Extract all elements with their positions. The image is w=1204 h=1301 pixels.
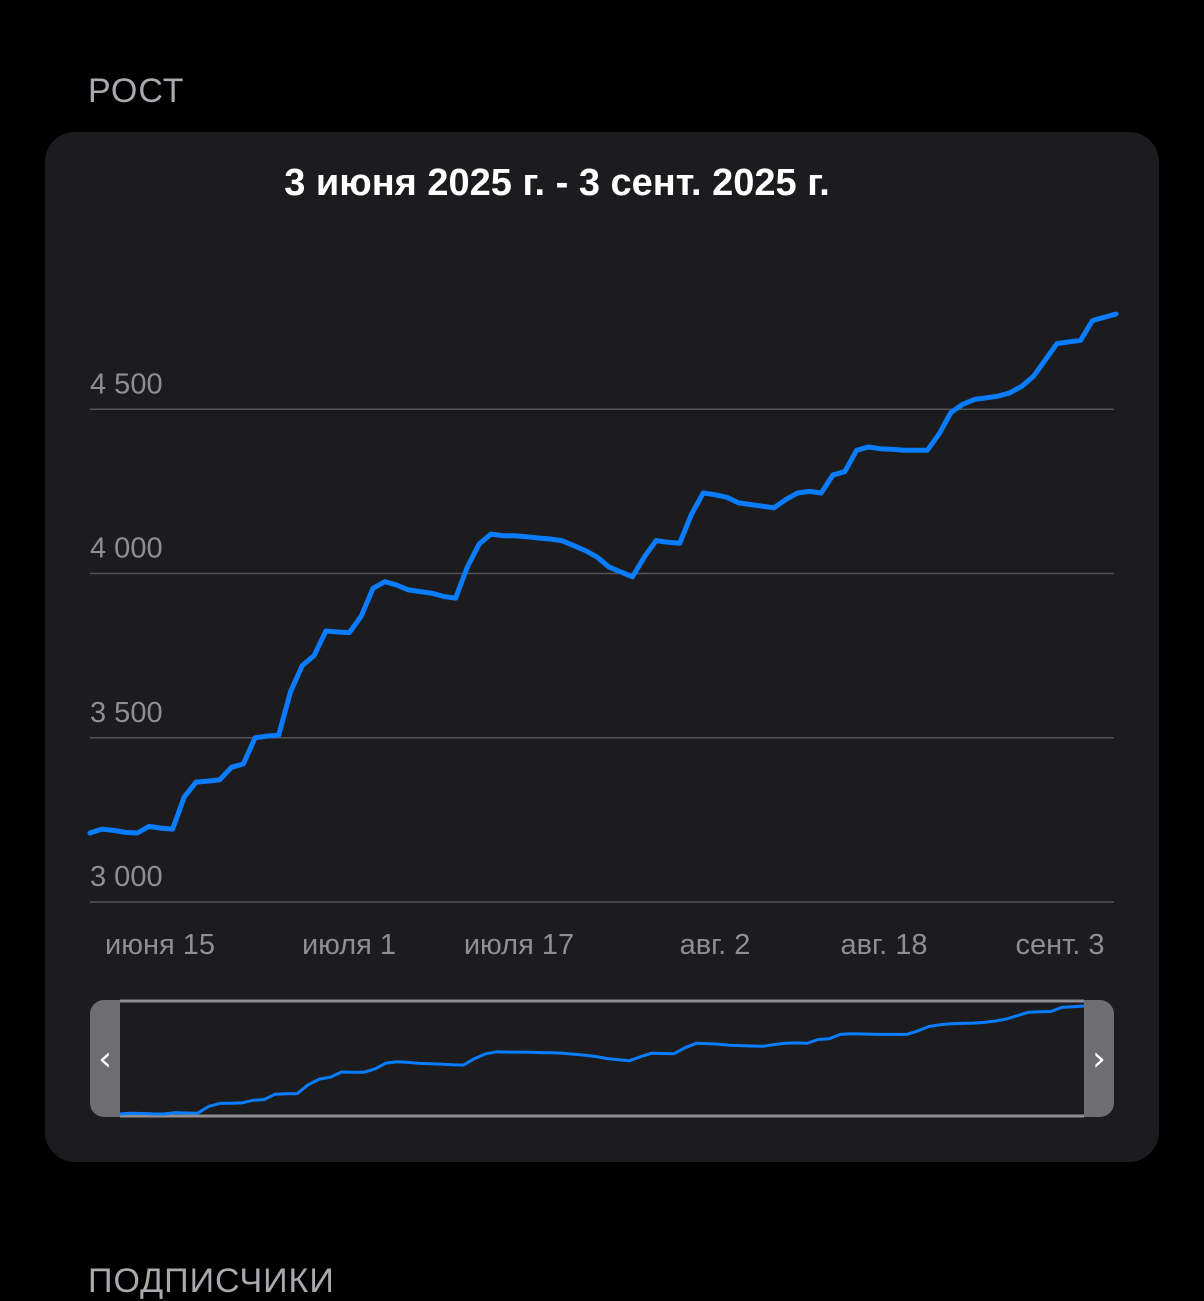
y-axis-ticks: 3 000 3 500 4 000 4 500 — [90, 368, 163, 893]
chart-grid — [90, 408, 1114, 903]
x-axis-ticks: июня 15 июля 1 июля 17 авг. 2 авг. 18 сент. 3 — [105, 929, 1104, 961]
x-tick-label: июня 15 — [105, 929, 215, 961]
y-tick-label: 3 000 — [90, 861, 163, 893]
y-tick-label: 3 500 — [90, 697, 163, 729]
series-line — [87, 311, 1119, 836]
x-tick-label: июля 1 — [302, 929, 396, 961]
scrubber-mini-line — [119, 1004, 1085, 1116]
y-tick-label: 4 000 — [90, 533, 163, 565]
range-scrubber[interactable]: ‹ › — [90, 999, 1114, 1118]
scrubber-left-handle[interactable]: ‹ — [90, 1000, 120, 1117]
date-range-title: 3 июня 2025 г. - 3 сент. 2025 г. — [284, 162, 830, 204]
x-tick-label: авг. 18 — [841, 929, 928, 961]
x-tick-label: сент. 3 — [1016, 929, 1105, 961]
chevron-right-icon: › — [1092, 1039, 1106, 1079]
scrubber-right-handle[interactable]: › — [1084, 1000, 1114, 1117]
growth-chart-card — [45, 132, 1159, 1162]
y-tick-label: 4 500 — [90, 368, 163, 400]
x-tick-label: июля 17 — [464, 929, 574, 961]
section-title-growth: РОСТ — [88, 72, 185, 110]
section-title-subscribers: ПОДПИСЧИКИ — [88, 1262, 335, 1300]
x-tick-label: авг. 2 — [680, 929, 751, 961]
chevron-left-icon: ‹ — [98, 1039, 112, 1079]
